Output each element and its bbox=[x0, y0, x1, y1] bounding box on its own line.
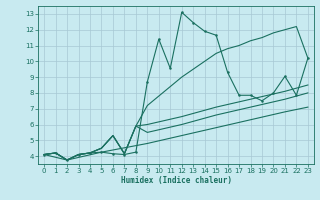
X-axis label: Humidex (Indice chaleur): Humidex (Indice chaleur) bbox=[121, 176, 231, 185]
